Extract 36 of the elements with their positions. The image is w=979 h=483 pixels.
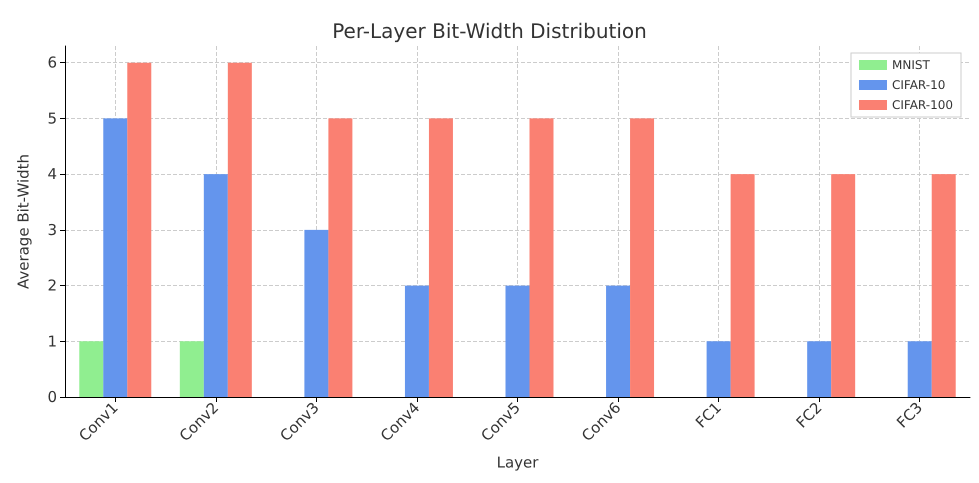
bar [530,118,554,397]
x-tick-label: FC1 [692,398,725,432]
bar [103,118,128,397]
y-tick-label: 0 [47,388,57,406]
legend-label: CIFAR-100 [892,98,953,112]
bar [328,118,352,397]
y-tick-label: 6 [47,54,57,72]
bar [127,62,152,397]
x-axis-title: Layer [496,454,540,472]
y-tick-label: 5 [47,109,57,128]
bar [807,341,832,397]
bar [630,118,654,397]
bar [506,286,530,397]
bar [180,341,204,397]
x-tick-label: FC2 [792,398,826,432]
bar [79,341,104,397]
bar [831,174,856,397]
bar [304,230,328,397]
bar [228,62,252,397]
bar [730,174,755,397]
y-axis-title: Average Bit-Width [14,154,32,290]
y-tick-label: 1 [47,332,57,350]
bar [204,174,228,397]
chart-title: Per-Layer Bit-Width Distribution [332,19,647,43]
y-tick-label: 4 [47,165,57,184]
bar [908,341,932,397]
y-tick-label: 3 [47,220,57,239]
y-tick-label: 2 [47,276,57,295]
bar [404,286,429,397]
bar [932,174,956,397]
bar [428,118,453,397]
bar [706,341,731,397]
legend-label: MNIST [892,58,930,72]
legend-label: CIFAR-10 [892,78,946,92]
bar [606,286,630,397]
x-tick-label: FC3 [893,398,926,432]
